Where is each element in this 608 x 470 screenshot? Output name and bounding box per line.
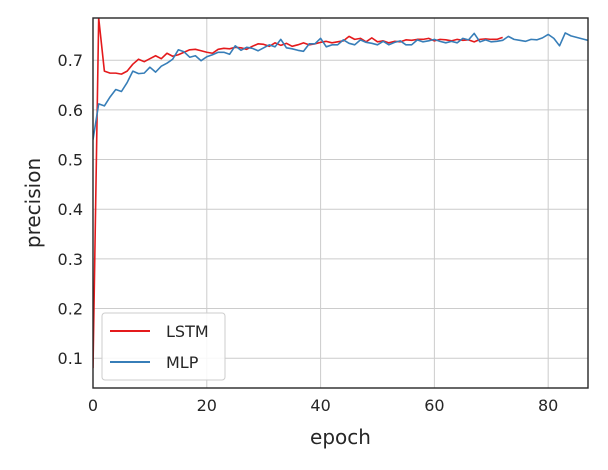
series-lines	[93, 18, 588, 369]
series-line-mlp	[93, 32, 588, 140]
y-tick-label: 0.2	[58, 300, 83, 319]
y-tick-label: 0.4	[58, 200, 83, 219]
legend-label-mlp: MLP	[166, 353, 199, 372]
y-tick-label: 0.1	[58, 349, 83, 368]
x-tick-label: 0	[88, 396, 98, 415]
y-tick-label: 0.6	[58, 101, 83, 120]
y-tick-label: 0.5	[58, 151, 83, 170]
y-tick-label: 0.3	[58, 250, 83, 269]
x-tick-label: 20	[197, 396, 217, 415]
tick-labels: 0 20 40 60 80 0.1 0.2 0.3 0.4 0.5 0.6 0.7	[58, 51, 559, 415]
plot-frame	[92, 17, 589, 389]
y-tick-label: 0.7	[58, 51, 83, 70]
series-line-lstm	[93, 18, 503, 369]
legend-label-lstm: LSTM	[166, 322, 209, 341]
x-tick-label: 80	[538, 396, 558, 415]
x-axis-label: epoch	[310, 425, 371, 449]
y-axis-label: precision	[21, 158, 45, 248]
legend-box	[101, 312, 226, 381]
legend: LSTM MLP	[101, 312, 226, 381]
x-tick-label: 40	[310, 396, 330, 415]
x-tick-label: 60	[424, 396, 444, 415]
